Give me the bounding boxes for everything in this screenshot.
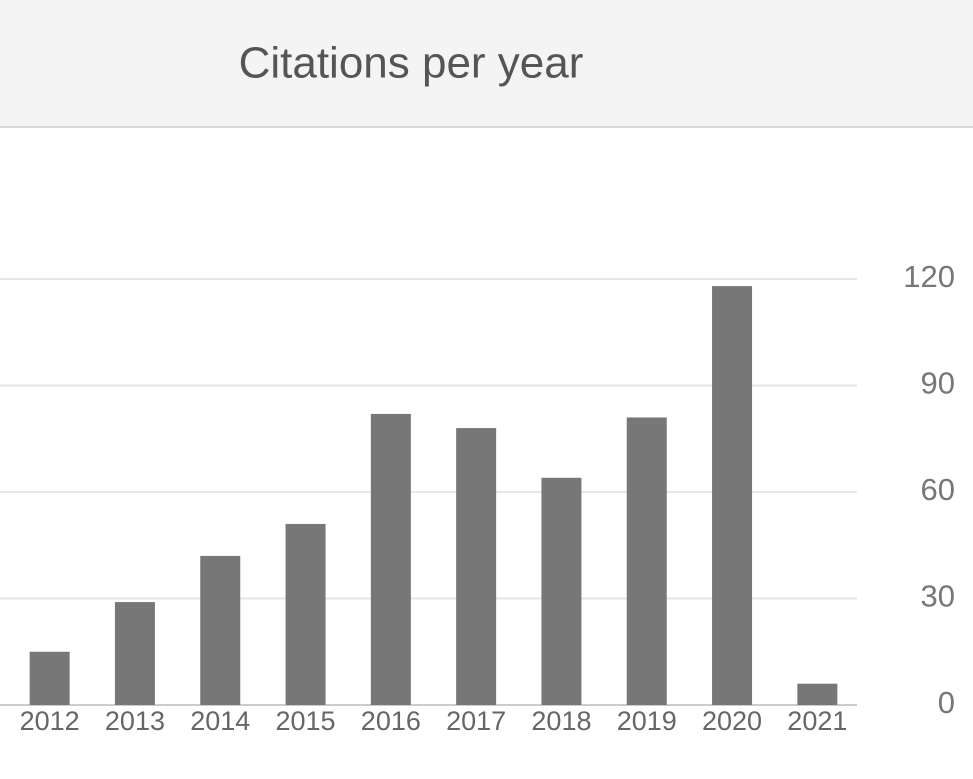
bar (114, 602, 155, 705)
y-tick-label: 90 (921, 366, 955, 401)
x-tick-label: 2019 (617, 706, 677, 736)
bar (29, 651, 70, 705)
x-tick-label: 2018 (531, 706, 591, 736)
x-tick-label: 2012 (20, 706, 80, 736)
x-tick-label: 2015 (276, 706, 336, 736)
x-tick-label: 2014 (190, 706, 250, 736)
x-tick-label: 2017 (446, 706, 506, 736)
bar (200, 555, 241, 705)
bar (285, 523, 326, 705)
y-tick-label: 0 (938, 685, 955, 720)
bar (797, 683, 838, 705)
y-tick-label: 30 (921, 579, 955, 614)
x-tick-label: 2020 (702, 706, 762, 736)
x-tick-label: 2021 (787, 706, 847, 736)
y-tick-label: 60 (921, 472, 955, 507)
bar (712, 286, 753, 705)
y-tick-label: 120 (903, 259, 955, 294)
bar (541, 477, 582, 705)
bar (626, 417, 667, 705)
x-tick-label: 2013 (105, 706, 165, 736)
header-band (0, 0, 973, 127)
bar (456, 428, 497, 705)
bar (370, 413, 411, 705)
chart-title: Citations per year (239, 39, 584, 88)
x-tick-label: 2016 (361, 706, 421, 736)
